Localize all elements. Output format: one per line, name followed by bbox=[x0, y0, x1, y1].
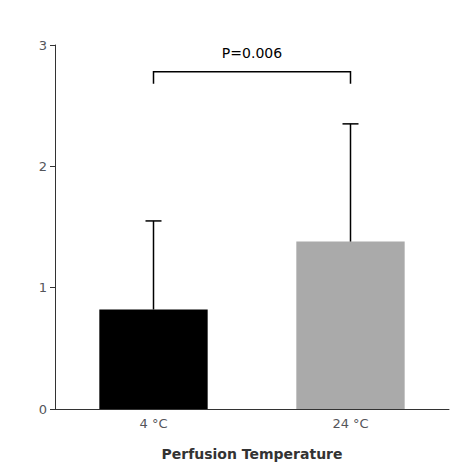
svg-text:4 °C: 4 °C bbox=[140, 416, 168, 431]
svg-text:2: 2 bbox=[39, 159, 47, 174]
svg-text:3: 3 bbox=[39, 38, 47, 53]
svg-text:P=0.006: P=0.006 bbox=[222, 45, 282, 61]
svg-text:0: 0 bbox=[39, 402, 47, 417]
svg-text:24 °C: 24 °C bbox=[332, 416, 368, 431]
svg-text:Perfusion Temperature: Perfusion Temperature bbox=[161, 446, 342, 462]
svg-text:1: 1 bbox=[39, 280, 47, 295]
